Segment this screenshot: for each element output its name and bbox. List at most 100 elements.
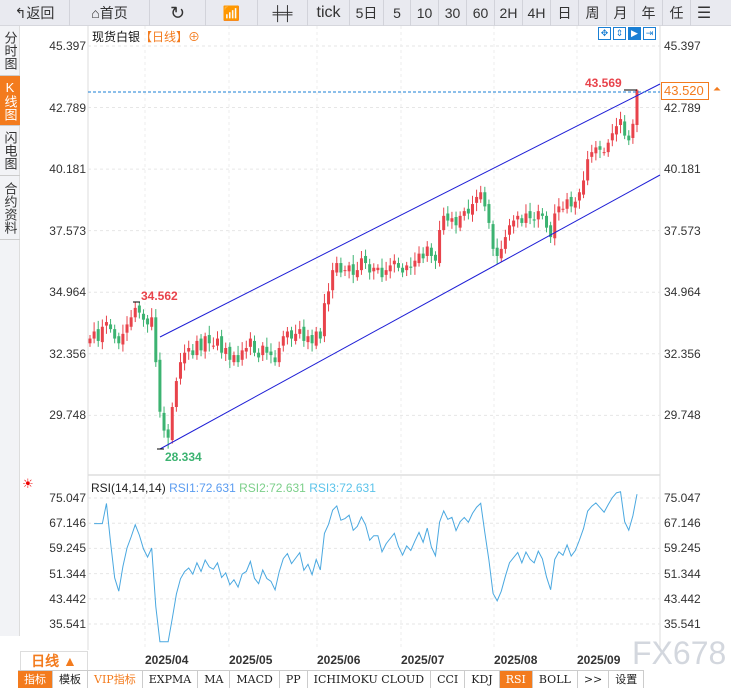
indicator-settings-icon[interactable]: ☀ [22, 476, 34, 491]
period-month[interactable]: 月 [607, 0, 635, 26]
candle-body [606, 142, 610, 153]
jump-end-icon[interactable]: ⇥ [643, 27, 656, 40]
period-60[interactable]: 60 [467, 0, 495, 26]
indicator-tab[interactable]: PP [279, 670, 308, 688]
candle-body [174, 381, 178, 408]
indicator-tab[interactable]: 模板 [53, 670, 88, 688]
period-selector[interactable]: 日线 ▲ [20, 651, 88, 671]
candle-body [154, 317, 158, 363]
candle-body [104, 322, 108, 326]
candle-body [298, 329, 302, 334]
candle-body [88, 338, 92, 344]
indicator-tab[interactable]: MACD [230, 670, 280, 688]
candle-body [261, 345, 265, 356]
candle-body [569, 196, 573, 207]
price-tick-right: 42.789 [664, 100, 701, 115]
chart-controls: ✥ ⇕ ▶ ⇥ [598, 27, 656, 40]
candle-body [565, 199, 569, 209]
candle-body [314, 331, 318, 346]
tab-timeshare[interactable]: 分时图 [0, 26, 20, 76]
price-tick-left: 29.748 [49, 408, 86, 423]
period-day[interactable]: 日 [551, 0, 579, 26]
watermark-logo: FX678 [632, 635, 727, 671]
candle-body [466, 208, 470, 214]
candle-chart-button[interactable]: ╪╪ [258, 0, 308, 26]
rsi-tick-left: 51.344 [49, 566, 86, 581]
candle-body [384, 270, 388, 275]
period-year[interactable]: 年 [635, 0, 663, 26]
candle-body [290, 330, 294, 339]
candle-body [195, 340, 199, 356]
tab-kline[interactable]: K线图 [0, 76, 20, 126]
rsi-tick-left: 43.442 [49, 591, 86, 606]
indicator-tab[interactable]: 设置 [609, 670, 645, 688]
home-button[interactable]: ⌂ 首页 [70, 0, 150, 26]
candle-body [359, 258, 363, 271]
indicator-tab[interactable]: VIP指标 [88, 670, 143, 688]
indicator-tab[interactable]: KDJ [465, 670, 500, 688]
candle-body [257, 352, 261, 358]
candle-body [273, 357, 277, 363]
indicator-tab[interactable]: BOLL [532, 670, 578, 688]
back-button[interactable]: ↰ 返回 [0, 0, 70, 26]
candle-body [442, 215, 446, 231]
period-30[interactable]: 30 [439, 0, 467, 26]
refresh-icon: ↻ [169, 2, 186, 23]
candle-body [178, 362, 182, 379]
line-chart-button[interactable]: 📶 [206, 0, 258, 26]
date-label: 2025/06 [317, 653, 361, 667]
candle-body [594, 147, 598, 154]
price-tick-left: 42.789 [49, 100, 86, 115]
period-custom[interactable]: 任 [663, 0, 691, 26]
indicator-tab[interactable]: RSI [499, 670, 533, 688]
play-icon[interactable]: ▶ [628, 27, 641, 40]
candle-body [561, 208, 565, 210]
candle-body [343, 270, 347, 272]
candle-body [545, 215, 549, 228]
period-week[interactable]: 周 [579, 0, 607, 26]
period-5d[interactable]: 5日 [350, 0, 384, 26]
candle-body [364, 255, 368, 264]
candle-body [228, 346, 232, 360]
price-tick-left: 32.356 [49, 346, 86, 361]
indicator-tab[interactable]: EXPMA [142, 670, 199, 688]
candle-body [388, 265, 392, 272]
price-tick-left: 40.181 [49, 162, 86, 177]
candle-body [536, 211, 540, 220]
period-10[interactable]: 10 [411, 0, 439, 26]
period-5[interactable]: 5 [384, 0, 411, 26]
indicator-tab[interactable]: CCI [431, 670, 466, 688]
candle-body [631, 123, 635, 138]
candle-body [269, 351, 273, 356]
candle-body [450, 218, 454, 222]
tab-flash[interactable]: 闪电图 [0, 126, 20, 176]
candle-body [376, 267, 380, 271]
crosshair-icon[interactable]: ⊕ [188, 30, 201, 44]
toolbar: ↰ 返回 ⌂ 首页 ↻ 📶 ╪╪ tick 5日 5 10 30 60 2H 4H … [0, 0, 731, 26]
indicator-tab[interactable]: >> [577, 670, 610, 688]
move-icon[interactable]: ✥ [598, 27, 611, 40]
tab-contract-info[interactable]: 合约资料 [0, 176, 20, 240]
recent-high-label: 43.569 [585, 76, 622, 90]
period-4h[interactable]: 4H [523, 0, 551, 26]
period-2h[interactable]: 2H [495, 0, 523, 26]
indicator-tab[interactable]: 指标 [18, 670, 53, 688]
candle-body [166, 429, 170, 438]
candle-body [347, 265, 351, 272]
rsi-line [94, 491, 638, 643]
price-tick-left: 34.964 [49, 285, 86, 300]
candle-body [248, 338, 252, 347]
candle-body [150, 317, 154, 327]
indicator-tab[interactable]: MA [198, 670, 231, 688]
menu-button[interactable]: ☰ [691, 0, 717, 26]
refresh-button[interactable]: ↻ [150, 0, 206, 26]
zoom-range-icon[interactable]: ⇕ [613, 27, 626, 40]
candle-body [318, 331, 322, 339]
indicator-tab[interactable]: ICHIMOKU CLOUD [307, 670, 432, 688]
tick-button[interactable]: tick [308, 0, 350, 26]
candle-body [129, 317, 133, 327]
period-low-label: 28.334 [165, 450, 202, 464]
candle-body [438, 230, 442, 264]
candle-body [265, 346, 269, 353]
